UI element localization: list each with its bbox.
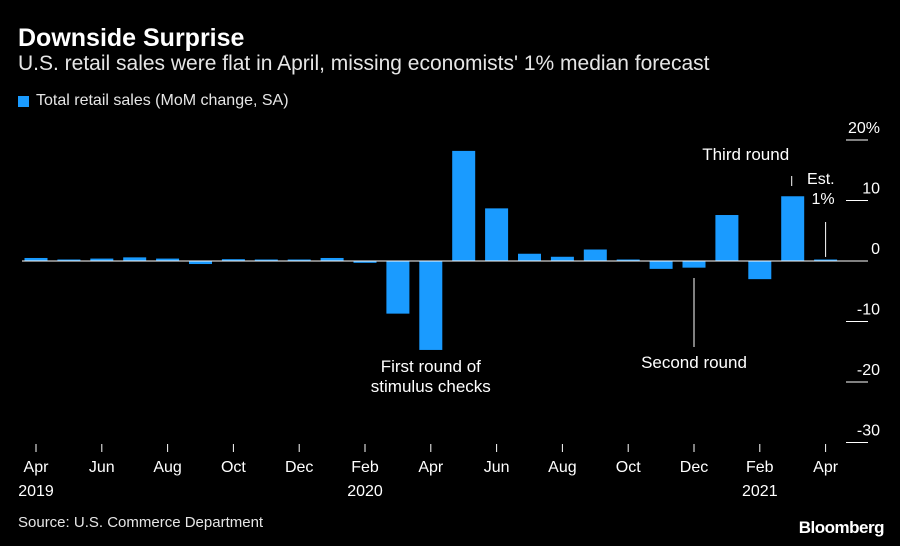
annotation-forecast: 1% (811, 191, 834, 208)
annotation-forecast: Est. (807, 171, 835, 188)
bar-sep-2020 (583, 249, 607, 261)
annotation-second-round: Second round (641, 353, 747, 372)
annotation-third-round: Third round (702, 145, 789, 164)
x-tick-label: Apr (24, 459, 50, 476)
bar-feb-2020 (353, 261, 377, 263)
bar-nov-2019 (254, 259, 278, 261)
x-tick-year-label: 2019 (18, 483, 54, 500)
x-tick-label: Oct (221, 459, 246, 476)
bar-apr-2021 (814, 259, 838, 261)
bar-jun-2020 (485, 208, 509, 261)
x-tick-label: Jun (89, 459, 115, 476)
bar-jun-2019 (90, 258, 114, 261)
y-tick-label: -30 (857, 423, 880, 440)
bar-dec-2020 (682, 261, 706, 268)
bar-mar-2021 (781, 196, 805, 261)
bar-jan-2020 (320, 257, 344, 261)
y-tick-label: -20 (857, 362, 880, 379)
x-tick-label: Jun (484, 459, 510, 476)
x-tick-label: Oct (616, 459, 641, 476)
y-tick-label: 0 (871, 241, 880, 258)
x-tick-label: Feb (351, 459, 379, 476)
bar-aug-2019 (156, 258, 180, 261)
bar-apr-2020 (419, 261, 443, 350)
x-tick-year-label: 2021 (742, 483, 778, 500)
bar-nov-2020 (649, 261, 673, 269)
legend-label: Total retail sales (MoM change, SA) (36, 92, 289, 109)
bar-jan-2021 (715, 215, 739, 261)
bar-feb-2021 (748, 261, 772, 280)
x-tick-label: Dec (285, 459, 313, 476)
bar-jul-2019 (123, 257, 147, 261)
bar-may-2019 (57, 259, 81, 261)
bar-dec-2019 (287, 259, 311, 261)
x-tick-year-label: 2020 (347, 483, 383, 500)
x-tick-label: Apr (418, 459, 444, 476)
bar-oct-2019 (221, 259, 245, 261)
x-tick-label: Aug (153, 459, 181, 476)
brand-logo: Bloomberg (798, 518, 885, 537)
x-tick-label: Dec (680, 459, 708, 476)
bar-may-2020 (452, 150, 476, 261)
bar-jul-2020 (518, 253, 541, 261)
x-tick-label: Aug (548, 459, 576, 476)
bar-sep-2019 (189, 261, 212, 265)
annotation-first-round: First round of (381, 357, 481, 376)
bar-apr-2019 (24, 257, 48, 261)
bar-aug-2020 (550, 256, 574, 261)
y-tick-label: 10 (862, 181, 880, 198)
legend: Total retail sales (MoM change, SA) (18, 92, 289, 110)
chart-subtitle: U.S. retail sales were flat in April, mi… (18, 52, 710, 75)
source-note: Source: U.S. Commerce Department (18, 514, 264, 531)
annotation-first-round: stimulus checks (371, 377, 491, 396)
bar-mar-2020 (386, 261, 410, 314)
chart-title: Downside Surprise (18, 24, 245, 52)
x-tick-label: Apr (813, 459, 839, 476)
legend-swatch (18, 95, 29, 107)
y-tick-label: -10 (857, 302, 880, 319)
bar-oct-2020 (616, 259, 640, 261)
x-tick-label: Feb (746, 459, 774, 476)
y-tick-label: 20% (848, 120, 880, 137)
